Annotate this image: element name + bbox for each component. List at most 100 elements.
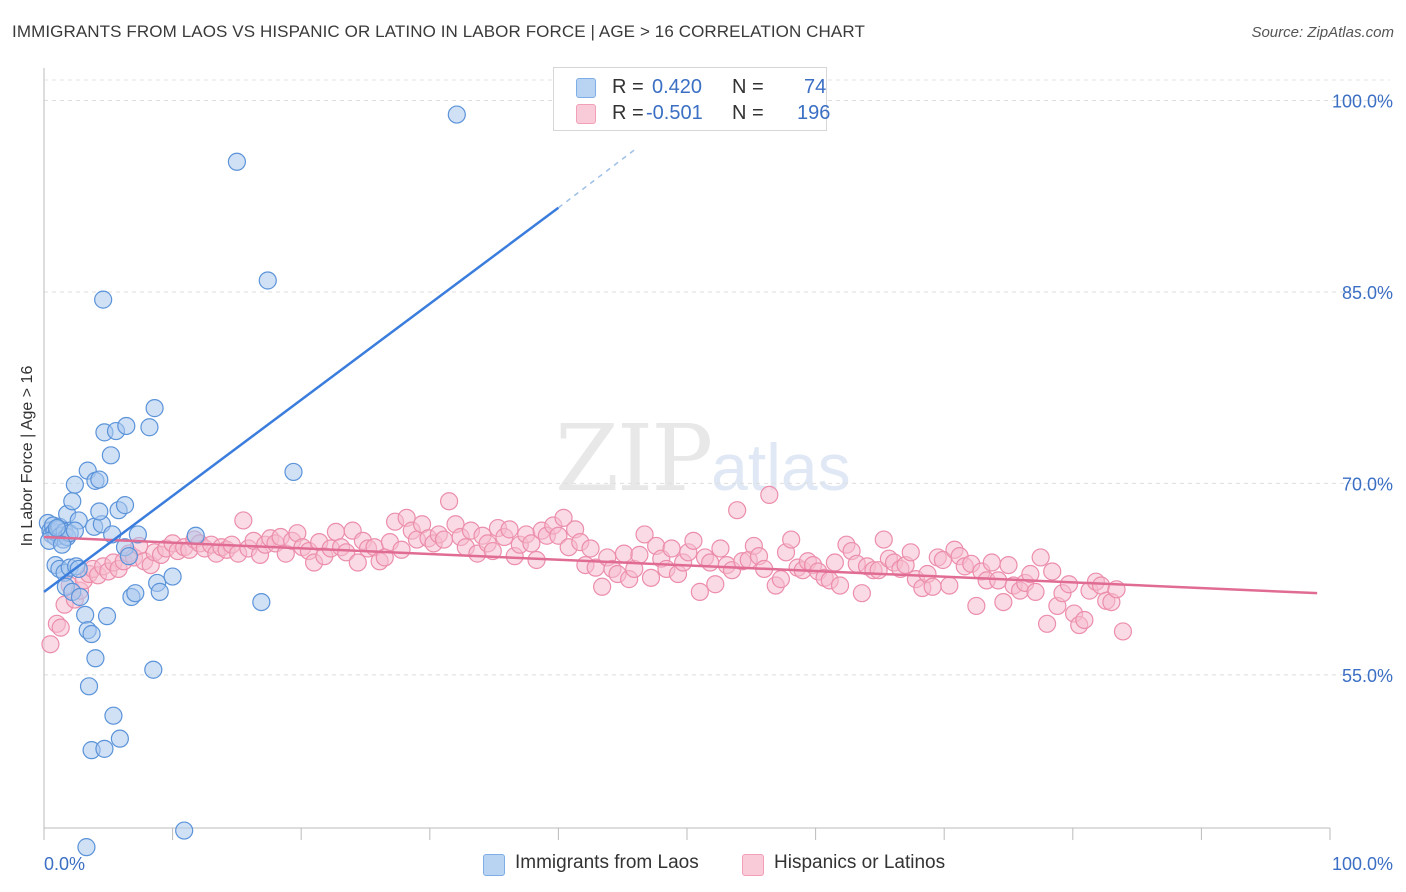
point-hispanic xyxy=(500,520,519,539)
trendline-hispanic xyxy=(43,535,1318,595)
point-laos xyxy=(115,496,135,515)
legend-swatch-hispanic xyxy=(742,854,764,876)
source-credit: Source: ZipAtlas.com xyxy=(1251,24,1394,41)
point-hispanic xyxy=(760,485,779,504)
point-hispanic xyxy=(326,522,346,542)
point-laos xyxy=(65,521,84,540)
point-hispanic xyxy=(728,501,747,520)
legend-swatch-laos xyxy=(483,854,505,876)
point-hispanic xyxy=(1043,562,1062,581)
point-laos xyxy=(63,492,82,511)
point-hispanic xyxy=(41,635,60,654)
point-laos xyxy=(284,462,303,482)
legend-r-value: 0.420 xyxy=(652,76,703,98)
point-hispanic xyxy=(940,576,959,595)
point-hispanic xyxy=(1075,610,1094,630)
point-hispanic xyxy=(706,575,725,594)
point-laos xyxy=(90,470,109,489)
point-laos xyxy=(252,592,271,612)
point-laos xyxy=(52,535,72,554)
point-hispanic xyxy=(581,539,600,558)
point-hispanic xyxy=(635,525,654,544)
point-laos xyxy=(145,399,164,418)
point-hispanic xyxy=(614,544,634,563)
point-laos xyxy=(69,559,88,579)
point-laos xyxy=(79,677,99,696)
point-laos xyxy=(258,271,277,290)
point-hispanic xyxy=(690,582,709,601)
point-hispanic xyxy=(1021,564,1040,584)
point-hispanic xyxy=(967,596,986,616)
point-hispanic xyxy=(348,553,367,572)
point-hispanic xyxy=(434,530,454,549)
point-laos xyxy=(86,649,105,668)
point-hispanic xyxy=(483,541,502,561)
series-legend: Immigrants from Laos Hispanics or Latino… xyxy=(0,852,1406,878)
point-hispanic xyxy=(711,539,730,558)
y-tick-label: 85.0% xyxy=(1342,283,1393,303)
trendline-laos xyxy=(43,206,560,593)
point-hispanic xyxy=(593,577,612,596)
point-hispanic xyxy=(549,526,568,545)
point-hispanic xyxy=(1091,576,1111,595)
point-hispanic xyxy=(1037,614,1057,633)
legend-r-label: R = xyxy=(612,102,644,124)
point-laos xyxy=(175,821,194,840)
legend-n-value: 196 xyxy=(797,102,831,124)
point-laos xyxy=(128,525,147,544)
x-tick-label: 0.0% xyxy=(44,854,85,874)
point-hispanic xyxy=(771,570,790,589)
point-laos xyxy=(126,584,145,603)
y-tick-label: 55.0% xyxy=(1342,666,1393,686)
point-laos xyxy=(117,416,136,436)
legend-label-laos: Immigrants from Laos xyxy=(515,852,699,873)
point-laos xyxy=(76,605,95,624)
legend-r-value: -0.501 xyxy=(646,102,703,124)
point-hispanic xyxy=(852,584,871,603)
point-hispanic xyxy=(684,531,703,550)
y-tick-label: 100.0% xyxy=(1332,92,1393,112)
legend-n-label: N = xyxy=(732,76,764,98)
legend-n-label: N = xyxy=(732,102,764,124)
point-laos xyxy=(447,105,466,124)
point-hispanic xyxy=(554,508,573,527)
point-laos xyxy=(163,567,182,586)
legend-label-hispanic: Hispanics or Latinos xyxy=(774,852,946,873)
point-hispanic xyxy=(51,618,70,637)
point-laos xyxy=(140,418,159,437)
point-hispanic xyxy=(522,534,541,553)
point-laos xyxy=(90,502,109,521)
point-laos xyxy=(65,475,84,494)
point-laos xyxy=(110,729,129,748)
legend-swatch-hispanic xyxy=(576,104,596,124)
point-laos xyxy=(101,446,120,465)
point-hispanic xyxy=(337,543,356,562)
point-laos xyxy=(227,152,246,171)
point-hispanic xyxy=(1026,582,1045,601)
legend-swatch-laos xyxy=(576,78,596,98)
point-hispanic xyxy=(1113,622,1133,641)
point-hispanic xyxy=(630,545,649,564)
point-laos xyxy=(70,587,90,607)
point-hispanic xyxy=(701,553,720,572)
point-hispanic xyxy=(901,543,920,562)
correlation-legend: R = 0.420 N = 74 R = -0.501 N = 196 xyxy=(553,67,831,131)
chart-title: IMMIGRANTS FROM LAOS VS HISPANIC OR LATI… xyxy=(12,22,865,41)
point-hispanic xyxy=(1031,548,1050,567)
point-hispanic xyxy=(982,553,1001,572)
point-laos xyxy=(77,838,96,857)
point-laos xyxy=(82,624,101,644)
point-hispanic xyxy=(999,555,1018,575)
y-tick-label: 70.0% xyxy=(1342,474,1393,494)
point-hispanic xyxy=(1059,575,1079,594)
x-tick-label: 100.0% xyxy=(1332,854,1393,874)
point-hispanic xyxy=(641,568,661,587)
trendline-laos-extension xyxy=(557,148,637,209)
point-hispanic xyxy=(825,553,844,572)
legend-r-label: R = xyxy=(612,76,644,98)
legend-n-value: 74 xyxy=(804,76,827,98)
point-hispanic xyxy=(874,530,893,549)
point-laos xyxy=(104,706,123,725)
point-hispanic xyxy=(994,592,1013,612)
point-hispanic xyxy=(234,511,253,530)
